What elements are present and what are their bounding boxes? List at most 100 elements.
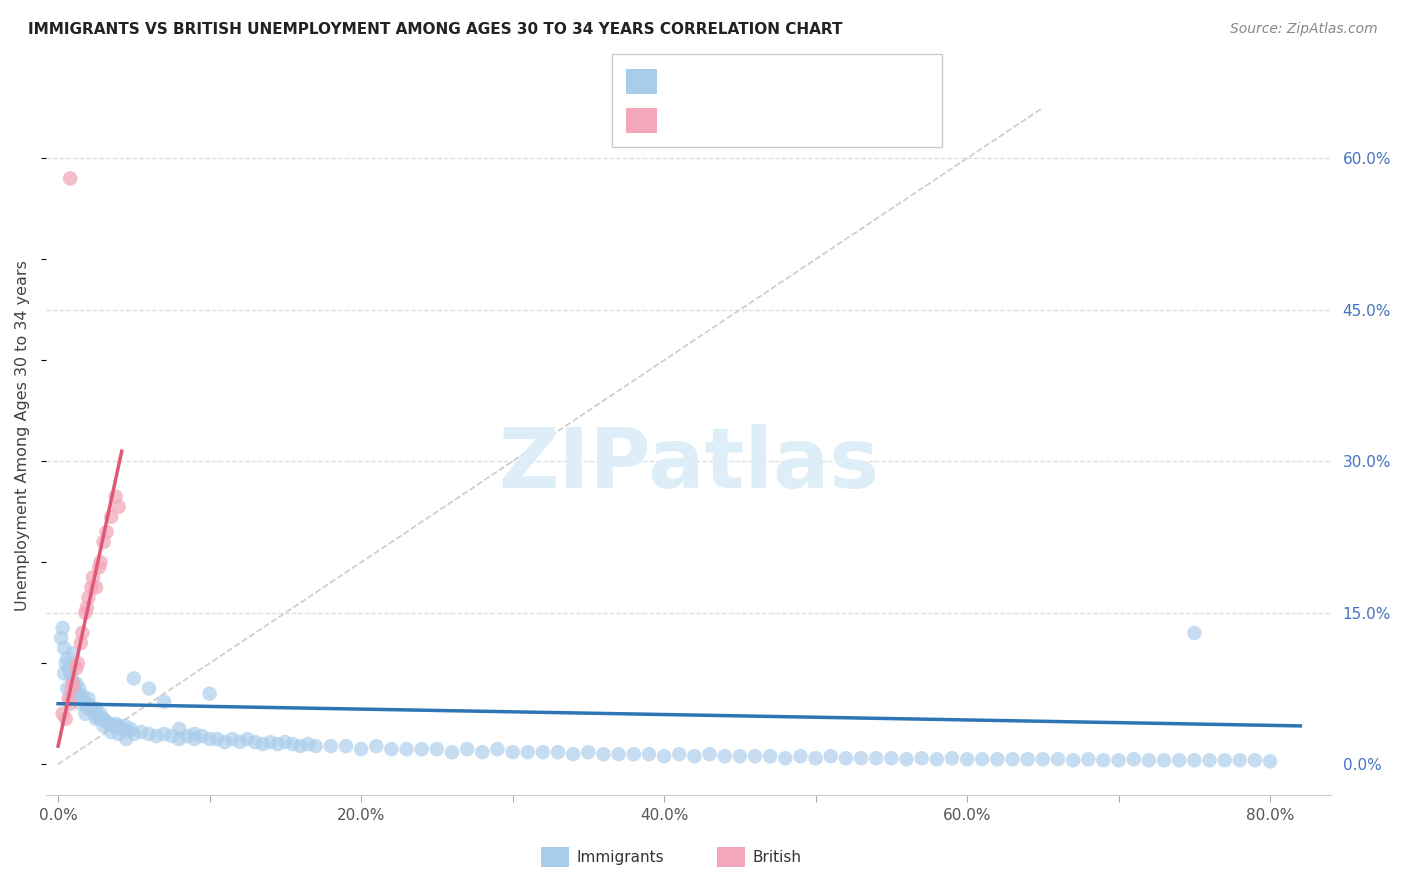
Point — [69, 697, 91, 711]
Point — [69, 691, 91, 706]
Point — [820, 749, 842, 764]
Point — [1244, 753, 1267, 767]
Point — [84, 702, 107, 716]
Text: Source: ZipAtlas.com: Source: ZipAtlas.com — [1230, 22, 1378, 37]
Point — [72, 689, 94, 703]
Point — [1001, 752, 1024, 766]
Point — [160, 729, 183, 743]
Point — [1229, 753, 1251, 767]
Point — [100, 725, 122, 739]
Point — [728, 749, 751, 764]
Point — [1182, 753, 1205, 767]
Point — [1198, 753, 1220, 767]
Point — [775, 751, 797, 765]
Point — [1122, 752, 1144, 766]
Point — [93, 712, 115, 726]
Point — [73, 693, 96, 707]
Point — [52, 621, 75, 635]
Point — [59, 689, 82, 703]
Point — [115, 732, 138, 747]
Point — [131, 725, 153, 739]
Point — [117, 723, 139, 738]
Point — [366, 739, 388, 753]
Point — [395, 742, 418, 756]
Point — [319, 739, 342, 753]
Point — [259, 735, 281, 749]
Point — [60, 681, 83, 696]
Point — [290, 739, 312, 753]
Text: ZIPatlas: ZIPatlas — [498, 425, 879, 505]
Point — [100, 509, 122, 524]
Point — [56, 681, 79, 696]
Point — [759, 749, 782, 764]
Text: Immigrants: Immigrants — [576, 850, 664, 864]
Point — [80, 702, 103, 716]
Point — [59, 171, 82, 186]
Point — [1017, 752, 1039, 766]
Point — [89, 706, 111, 721]
Text: IMMIGRANTS VS BRITISH UNEMPLOYMENT AMONG AGES 30 TO 34 YEARS CORRELATION CHART: IMMIGRANTS VS BRITISH UNEMPLOYMENT AMONG… — [28, 22, 842, 37]
Point — [835, 751, 858, 765]
Point — [138, 727, 160, 741]
Point — [1213, 753, 1236, 767]
Point — [107, 727, 129, 741]
Point — [56, 651, 79, 665]
Point — [941, 751, 963, 765]
Y-axis label: Unemployment Among Ages 30 to 34 years: Unemployment Among Ages 30 to 34 years — [15, 260, 30, 611]
Point — [80, 581, 103, 595]
Point — [53, 666, 76, 681]
Point — [111, 722, 134, 736]
Point — [1062, 753, 1084, 767]
Point — [1168, 753, 1191, 767]
Point — [69, 636, 91, 650]
Point — [744, 749, 766, 764]
Point — [668, 747, 690, 762]
Point — [84, 581, 107, 595]
Point — [236, 732, 259, 747]
Point — [911, 751, 934, 765]
Point — [304, 739, 326, 753]
Point — [75, 606, 97, 620]
Text: R = -0.322   N = 146: R = -0.322 N = 146 — [668, 72, 868, 90]
Point — [65, 661, 87, 675]
Point — [76, 600, 98, 615]
Point — [122, 672, 145, 686]
Point — [66, 687, 89, 701]
Point — [66, 657, 89, 671]
Point — [562, 747, 585, 762]
Point — [252, 737, 274, 751]
Point — [53, 641, 76, 656]
Point — [60, 672, 83, 686]
Point — [502, 745, 524, 759]
Point — [153, 695, 176, 709]
Point — [471, 745, 494, 759]
Point — [79, 698, 101, 713]
Point — [607, 747, 630, 762]
Point — [880, 751, 903, 765]
Point — [789, 749, 811, 764]
Point — [1258, 754, 1281, 768]
Point — [896, 752, 918, 766]
Point — [267, 737, 290, 751]
Point — [169, 732, 191, 747]
Point — [198, 687, 221, 701]
Point — [93, 535, 115, 549]
Point — [531, 745, 554, 759]
Point — [849, 751, 872, 765]
Point — [84, 712, 107, 726]
Point — [972, 752, 994, 766]
Point — [82, 570, 104, 584]
Point — [281, 737, 304, 751]
Point — [205, 732, 228, 747]
Point — [75, 706, 97, 721]
Point — [191, 729, 214, 743]
Point — [58, 661, 80, 675]
Point — [1137, 753, 1160, 767]
Point — [107, 500, 129, 514]
Point — [120, 722, 142, 736]
Point — [83, 706, 105, 721]
Point — [87, 711, 110, 725]
Point — [335, 739, 357, 753]
Point — [87, 560, 110, 574]
Point — [274, 735, 297, 749]
